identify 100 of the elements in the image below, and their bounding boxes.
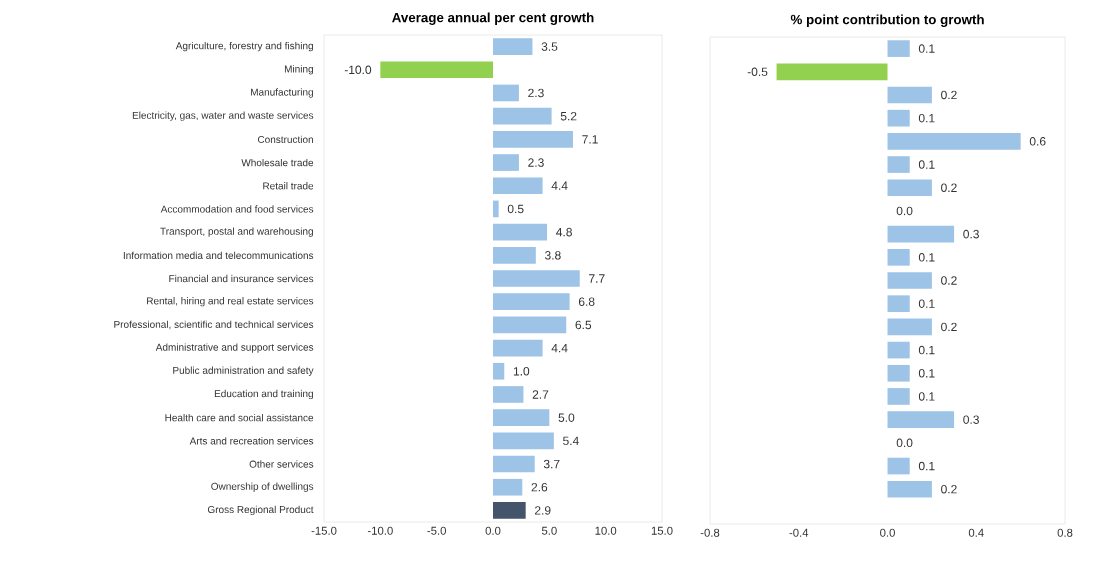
data-label: 0.1: [918, 392, 935, 401]
bar: [493, 502, 526, 519]
bar: [887, 318, 932, 336]
bar: [887, 86, 932, 104]
y-tick-label: Manufacturing: [251, 88, 313, 98]
x-tick-label: -0.8: [700, 528, 720, 537]
data-label: -0.5: [747, 67, 768, 77]
data-label: 0.3: [963, 229, 979, 239]
bar: [887, 40, 910, 57]
bar: [887, 480, 932, 498]
y-tick-label: Accommodation and food services: [160, 205, 314, 213]
bar: [493, 223, 548, 241]
x-tick-label: 10.0: [595, 526, 617, 535]
data-label: 1.0: [513, 367, 530, 376]
bar: [887, 109, 910, 127]
bar: [493, 339, 543, 357]
data-label: 0.1: [918, 345, 935, 355]
data-label: 0.2: [941, 322, 957, 332]
bar: [380, 61, 493, 79]
data-label: 2.3: [528, 88, 544, 98]
bar: [493, 432, 554, 450]
data-label: 2.6: [531, 482, 548, 492]
bar: [493, 362, 505, 380]
bar: [493, 316, 567, 334]
bar: [887, 133, 1021, 150]
data-label: 6.5: [575, 320, 592, 330]
data-label: 0.1: [918, 44, 935, 53]
data-label: 4.4: [551, 181, 568, 190]
data-label: 6.8: [578, 297, 595, 306]
y-tick-label: Transport, postal and warehousing: [160, 227, 313, 237]
data-label: 5.0: [558, 413, 575, 422]
x-tick-label: 0.8: [1057, 528, 1073, 537]
data-label: 2.9: [534, 506, 551, 515]
data-label: 0.1: [918, 160, 935, 169]
bar: [776, 63, 888, 81]
data-label: 0.0: [896, 438, 913, 448]
bar: [493, 293, 570, 311]
bar: [493, 84, 519, 102]
bar: [887, 364, 910, 382]
data-label: 5.2: [560, 111, 577, 121]
bar: [887, 388, 910, 405]
chart-title: Average annual per cent growth: [392, 12, 594, 25]
data-label: 7.1: [582, 135, 598, 144]
bar: [493, 409, 550, 426]
data-label: 0.2: [941, 276, 957, 285]
bar: [493, 455, 535, 473]
data-label: 0.1: [918, 461, 935, 471]
data-label: 0.2: [941, 90, 957, 100]
data-label: 0.1: [918, 113, 935, 123]
y-tick-label: Electricity, gas, water and waste services: [132, 111, 314, 121]
y-tick-label: Agriculture, forestry and fishing: [175, 41, 313, 52]
bar: [493, 386, 524, 403]
y-tick-label: Information media and telecommunications: [123, 251, 314, 259]
bar: [493, 131, 573, 148]
bar: [887, 341, 910, 359]
data-label: 3.5: [541, 42, 558, 51]
bar: [887, 156, 910, 173]
data-label: 3.7: [543, 459, 560, 469]
x-tick-label: 0.0: [880, 528, 895, 537]
data-label: 2.7: [532, 390, 549, 399]
data-label: 3.8: [544, 251, 561, 260]
data-label: 0.2: [941, 484, 957, 494]
y-tick-label: Mining: [284, 65, 313, 75]
bar: [493, 177, 543, 195]
y-tick-label: Retail trade: [263, 182, 314, 190]
bar: [493, 200, 499, 218]
x-tick-label: 0.0: [485, 526, 501, 535]
y-tick-label: Other services: [249, 460, 314, 468]
chart-title: % point contribution to growth: [790, 14, 984, 27]
y-tick-label: Ownership of dwellings: [211, 482, 314, 492]
bar: [493, 154, 519, 171]
y-tick-label: Administrative and support services: [155, 343, 314, 353]
data-label: 0.5: [507, 204, 524, 214]
y-tick-label: Financial and insurance services: [169, 274, 314, 283]
x-tick-label: -5.0: [427, 526, 446, 535]
y-tick-label: Wholesale trade: [241, 158, 314, 167]
data-label: 0.2: [941, 183, 957, 192]
data-label: 7.7: [589, 274, 605, 283]
y-tick-label: Professional, scientific and technical services: [114, 320, 314, 330]
bar: [887, 411, 955, 428]
data-label: 0.3: [963, 415, 979, 424]
data-label: 0.1: [918, 299, 935, 308]
y-tick-label: Health care and social assistance: [165, 413, 314, 422]
x-tick-label: 15.0: [651, 526, 673, 535]
y-tick-label: Arts and recreation services: [189, 437, 314, 445]
x-tick-label: -15.0: [311, 526, 337, 535]
data-label: 4.8: [556, 227, 572, 237]
data-label: 4.4: [551, 343, 568, 353]
bar: [493, 478, 523, 496]
bar: [887, 248, 910, 266]
bar: [887, 225, 955, 243]
x-tick-label: 0.4: [968, 528, 984, 537]
bar: [493, 246, 536, 264]
data-label: 0.1: [918, 369, 935, 378]
bar: [887, 295, 910, 313]
y-tick-label: Construction: [257, 135, 313, 144]
data-label: 2.3: [528, 158, 544, 167]
data-label: 0.6: [1029, 137, 1046, 146]
bar: [887, 272, 932, 289]
bar: [887, 457, 910, 475]
